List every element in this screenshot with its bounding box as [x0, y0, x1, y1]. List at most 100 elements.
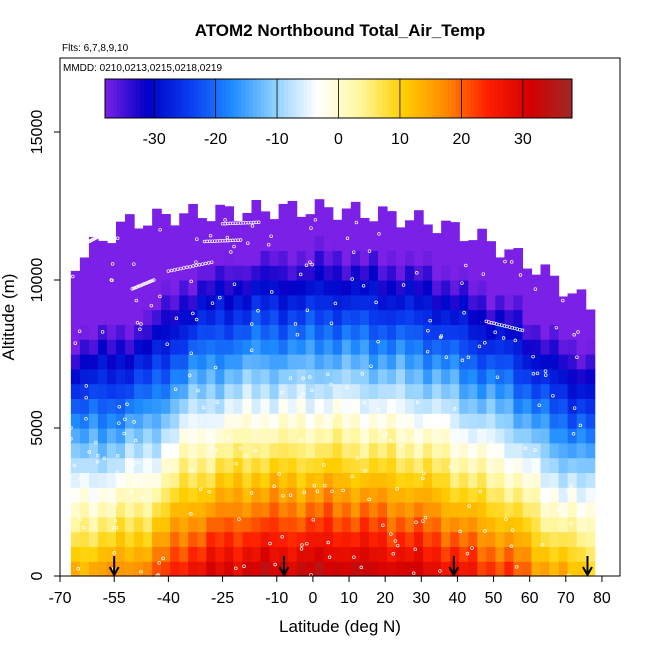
heatmap-cell	[441, 413, 451, 429]
heatmap-cell	[224, 561, 235, 577]
heatmap-cell	[143, 531, 153, 547]
heatmap-cell	[251, 516, 262, 533]
heatmap-cell	[414, 280, 424, 296]
heatmap-cell	[549, 546, 560, 562]
heatmap-cell	[341, 339, 352, 355]
heatmap-cell	[350, 235, 361, 251]
heatmap-cell	[414, 457, 424, 473]
heatmap-cell	[269, 309, 280, 325]
heatmap-cell	[405, 531, 415, 547]
heatmap-cell	[450, 368, 460, 385]
heatmap-cell	[323, 516, 334, 533]
heatmap-cell	[79, 398, 90, 414]
heatmap-cell	[296, 235, 307, 251]
colorbar-segment	[175, 79, 180, 118]
heatmap-cell	[405, 413, 415, 429]
observation-point	[112, 551, 117, 555]
heatmap-cell	[377, 398, 388, 414]
heatmap-cell	[341, 354, 352, 370]
heatmap-cell	[477, 294, 487, 311]
heatmap-cell	[531, 487, 542, 503]
heatmap-cell	[549, 413, 560, 429]
observation-point	[535, 371, 540, 376]
heatmap-cell	[486, 280, 496, 296]
heatmap-cell	[377, 309, 388, 325]
heatmap-cell	[79, 294, 90, 311]
heatmap-cell	[179, 339, 189, 355]
observation-point	[533, 287, 538, 291]
heatmap-cell	[97, 487, 108, 503]
colorbar-segment	[291, 79, 297, 118]
heatmap-cell	[152, 442, 162, 459]
observation-point	[531, 372, 536, 376]
heatmap-cell	[242, 457, 253, 473]
observation-point	[210, 301, 215, 305]
heatmap-cell	[106, 243, 117, 251]
heatmap-cell	[486, 241, 496, 251]
heatmap-cell	[441, 368, 451, 385]
heatmap-cell	[432, 309, 442, 325]
heatmap-cell	[116, 265, 126, 281]
colorbar-segment	[233, 79, 238, 118]
heatmap-cell	[269, 368, 280, 385]
heatmap-cell	[188, 546, 198, 562]
heatmap-cell	[305, 250, 316, 266]
heatmap-cell	[116, 413, 126, 429]
heatmap-cell	[323, 442, 334, 459]
heatmap-cell	[233, 531, 244, 547]
heatmap-cell	[513, 413, 524, 429]
heatmap-cell	[215, 472, 225, 488]
heatmap-cell	[522, 280, 533, 296]
heatmap-cell	[405, 265, 415, 281]
observation-point	[426, 328, 430, 333]
heatmap-cell	[386, 502, 397, 518]
heatmap-cell	[106, 250, 117, 266]
heatmap-cell	[143, 309, 153, 325]
heatmap-cell	[549, 487, 560, 503]
heatmap-cell	[377, 354, 388, 370]
heatmap-cell	[468, 531, 478, 547]
heatmap-cell	[585, 516, 596, 533]
heatmap-cell	[341, 516, 352, 533]
heatmap-cell	[251, 199, 262, 207]
heatmap-cell	[188, 383, 198, 399]
observation-point	[393, 539, 398, 543]
colorbar-segment	[354, 79, 359, 118]
heatmap-cell	[377, 368, 388, 385]
heatmap-cell	[269, 383, 280, 399]
heatmap-cell	[567, 531, 578, 547]
heatmap-cell	[97, 442, 108, 459]
heatmap-cell	[432, 457, 442, 473]
heatmap-cell	[260, 220, 271, 237]
heatmap-cell	[531, 516, 542, 533]
observation-point	[533, 448, 537, 452]
heatmap-cell	[287, 383, 298, 399]
observation-point	[569, 521, 574, 526]
observation-point	[377, 232, 381, 236]
heatmap-cell	[287, 413, 298, 429]
observation-point	[310, 262, 314, 267]
heatmap-cell	[423, 383, 433, 399]
observation-point	[173, 387, 178, 391]
colorbar-segment	[229, 79, 234, 118]
heatmap-cell	[233, 516, 244, 533]
observation-point	[518, 273, 523, 277]
heatmap-cell	[287, 428, 298, 444]
heatmap-cell	[359, 324, 370, 340]
heatmap-cell	[359, 354, 370, 370]
heatmap-cell	[549, 368, 560, 385]
heatmap-cell	[305, 368, 316, 385]
heatmap-cell	[386, 265, 397, 281]
heatmap-cell	[305, 265, 316, 281]
colorbar-segment	[299, 79, 304, 118]
heatmap-cell	[242, 502, 253, 518]
heatmap-cell	[161, 457, 171, 473]
heatmap-cell	[287, 250, 298, 266]
colorbar-tick-label: -20	[204, 131, 227, 148]
heatmap-cell	[549, 561, 560, 577]
heatmap-cell	[170, 487, 180, 503]
heatmap-cell	[423, 294, 433, 311]
heatmap-cell	[88, 280, 99, 296]
heatmap-cell	[179, 472, 189, 488]
heatmap-cell	[549, 531, 560, 547]
